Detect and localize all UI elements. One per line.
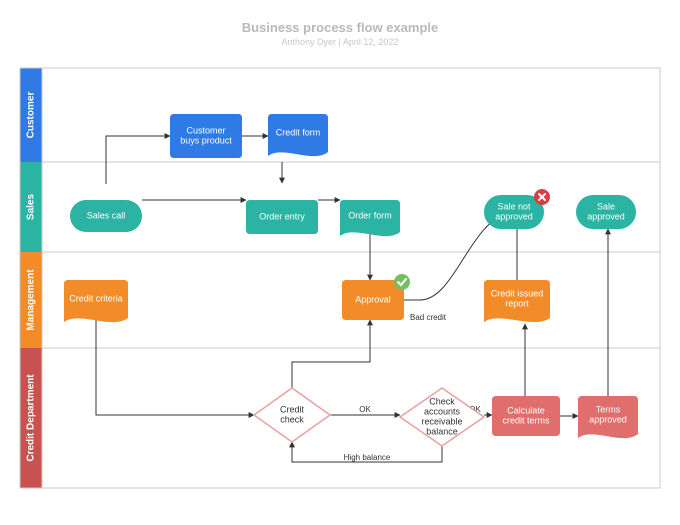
node-text-balcheck: receivable <box>421 416 462 426</box>
edge-15 <box>292 320 370 388</box>
node-text-crcheck: Credit <box>280 404 305 414</box>
node-text-crcheck: check <box>280 414 304 424</box>
flowchart-canvas: Customer Sales Management Credit Department… <box>0 0 680 525</box>
edge-label-7: Bad credit <box>410 313 447 322</box>
edge-label-11: High balance <box>344 453 391 462</box>
lane-label-management: Management <box>26 269 37 331</box>
node-text-calc: Calculate <box>507 405 545 415</box>
check-icon <box>394 274 410 290</box>
node-text-balcheck: Check <box>429 396 455 406</box>
lane-label-sales: Sales <box>26 193 37 220</box>
node-text-terms: approved <box>589 414 627 424</box>
node-text-orderentry: Order entry <box>259 211 305 221</box>
edge-label-8: OK <box>359 405 371 414</box>
node-text-saleok: approved <box>587 211 625 221</box>
lane-label-customer: Customer <box>26 92 37 139</box>
node-text-salenot: Sale not <box>497 201 531 211</box>
node-text-terms: Terms <box>596 404 621 414</box>
lane-label-credit: Credit Department <box>26 374 37 462</box>
node-text-criteria: Credit criteria <box>69 293 123 303</box>
node-text-report: Credit issued <box>491 288 544 298</box>
node-text-report: report <box>505 298 529 308</box>
lane-body-customer <box>42 68 660 162</box>
node-text-balcheck: accounts <box>424 406 461 416</box>
node-text-calc: credit terms <box>502 415 550 425</box>
node-text-balcheck: balance <box>426 426 458 436</box>
node-text-approval: Approval <box>355 294 391 304</box>
node-text-buys: buys product <box>180 135 232 145</box>
node-text-orderform: Order form <box>348 210 392 220</box>
node-text-buys: Customer <box>186 125 225 135</box>
edge-0 <box>106 136 170 184</box>
node-text-saleok: Sale <box>597 201 615 211</box>
node-text-crform: Credit form <box>276 127 321 137</box>
node-text-salescall: Sales call <box>87 210 126 220</box>
node-text-salenot: approved <box>495 211 533 221</box>
lane-body-credit <box>42 348 660 488</box>
